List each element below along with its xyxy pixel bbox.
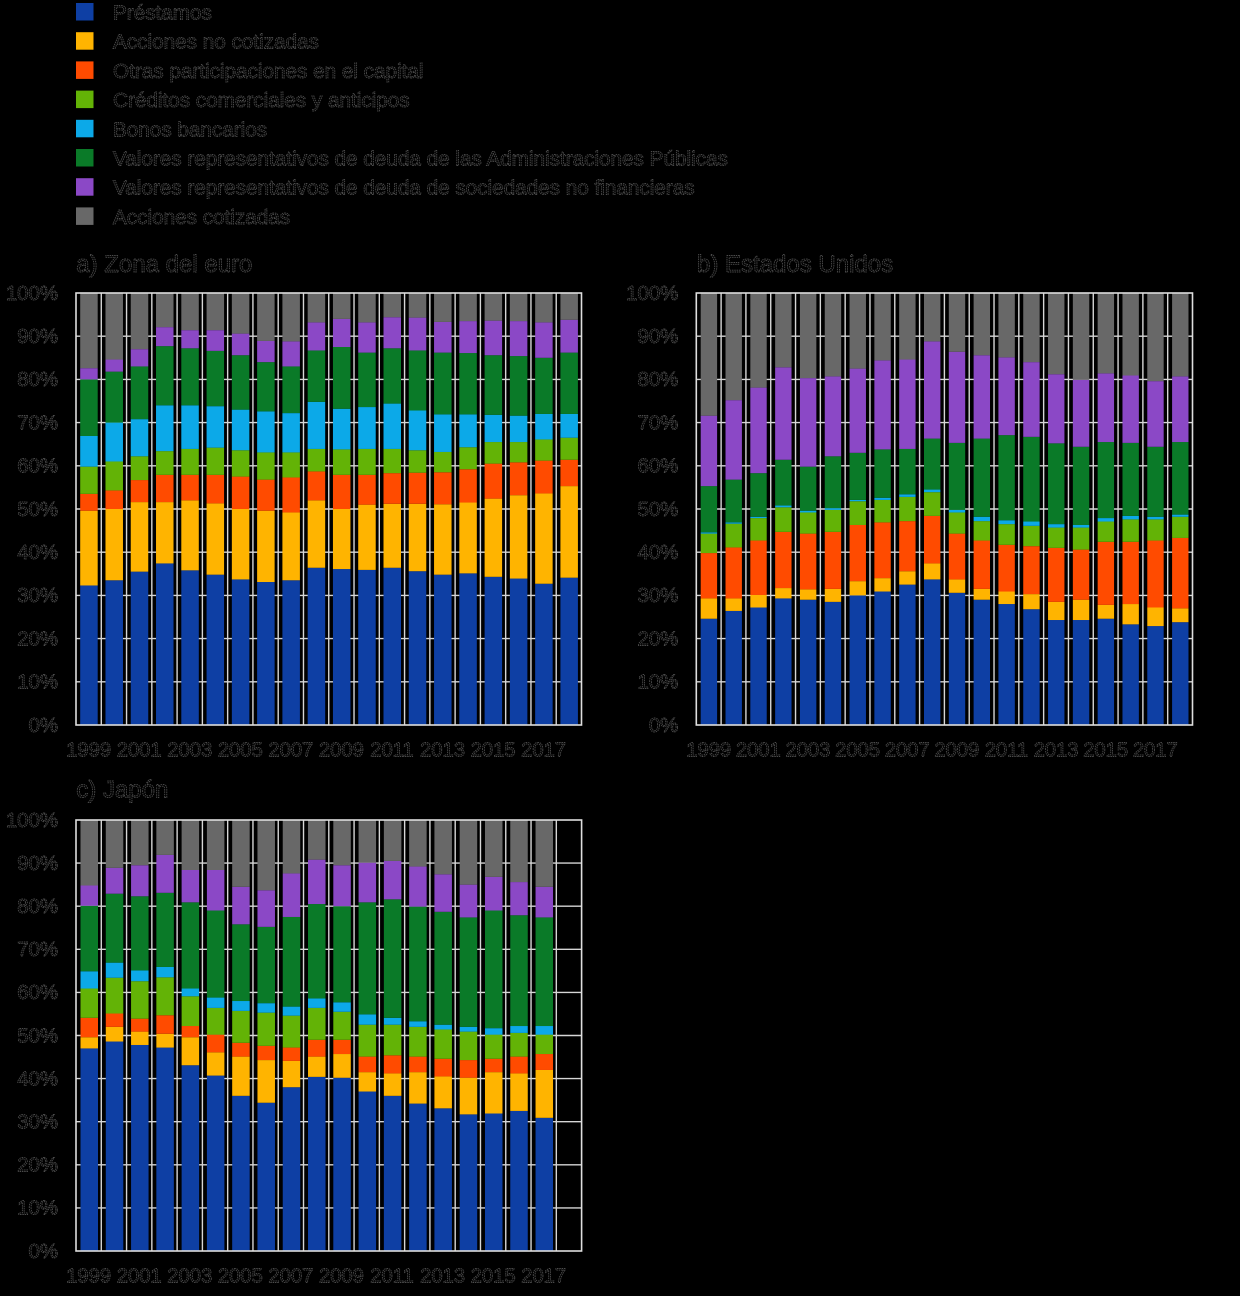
- svg-text:Acciones no cotizadas: Acciones no cotizadas: [113, 31, 319, 54]
- svg-text:b) Estados Unidos: b) Estados Unidos: [697, 251, 893, 278]
- svg-text:70%: 70%: [637, 412, 678, 434]
- svg-text:2013: 2013: [420, 740, 465, 762]
- svg-text:30%: 30%: [17, 1112, 58, 1134]
- svg-text:0%: 0%: [29, 715, 58, 737]
- svg-text:2007: 2007: [268, 1266, 313, 1288]
- svg-text:100%: 100%: [626, 283, 678, 305]
- svg-text:2015: 2015: [1083, 740, 1128, 762]
- svg-text:100%: 100%: [6, 283, 58, 305]
- svg-text:50%: 50%: [17, 1025, 58, 1047]
- svg-text:2011: 2011: [370, 740, 413, 762]
- svg-text:2009: 2009: [319, 1266, 364, 1288]
- svg-text:90%: 90%: [17, 326, 58, 348]
- svg-text:2007: 2007: [268, 740, 313, 762]
- svg-text:1999: 1999: [66, 740, 111, 762]
- svg-text:10%: 10%: [17, 672, 58, 694]
- svg-text:0%: 0%: [649, 715, 678, 737]
- svg-text:2017: 2017: [521, 1266, 566, 1288]
- svg-text:2001: 2001: [736, 740, 781, 762]
- svg-text:60%: 60%: [637, 456, 678, 478]
- svg-text:2011: 2011: [370, 1266, 413, 1288]
- svg-text:2005: 2005: [218, 740, 263, 762]
- svg-text:10%: 10%: [17, 1198, 58, 1220]
- svg-text:2007: 2007: [885, 740, 930, 762]
- svg-text:30%: 30%: [637, 585, 678, 607]
- svg-text:70%: 70%: [17, 939, 58, 961]
- svg-text:10%: 10%: [637, 672, 678, 694]
- svg-text:40%: 40%: [17, 1068, 58, 1090]
- svg-text:20%: 20%: [637, 628, 678, 650]
- svg-text:Bonos bancarios: Bonos bancarios: [113, 118, 267, 141]
- svg-text:30%: 30%: [17, 585, 58, 607]
- svg-text:Préstamos: Préstamos: [113, 2, 212, 25]
- svg-text:Valores representativos de deu: Valores representativos de deuda de soci…: [113, 177, 695, 200]
- svg-text:2017: 2017: [521, 740, 566, 762]
- svg-text:80%: 80%: [17, 369, 58, 391]
- svg-text:2013: 2013: [1034, 740, 1079, 762]
- svg-text:90%: 90%: [17, 853, 58, 875]
- svg-text:2013: 2013: [420, 1266, 465, 1288]
- svg-text:2017: 2017: [1133, 740, 1178, 762]
- svg-text:20%: 20%: [17, 1155, 58, 1177]
- svg-text:100%: 100%: [6, 810, 58, 832]
- svg-text:70%: 70%: [17, 412, 58, 434]
- svg-text:c) Japón: c) Japón: [76, 777, 168, 804]
- svg-text:2009: 2009: [934, 740, 979, 762]
- svg-text:2009: 2009: [319, 740, 364, 762]
- svg-text:2011: 2011: [985, 740, 1028, 762]
- svg-text:1999: 1999: [66, 1266, 111, 1288]
- svg-text:80%: 80%: [637, 369, 678, 391]
- svg-text:2001: 2001: [117, 740, 162, 762]
- svg-text:60%: 60%: [17, 982, 58, 1004]
- svg-text:Acciones cotizadas: Acciones cotizadas: [113, 206, 290, 229]
- svg-text:Otras participaciones en el ca: Otras participaciones en el capital: [113, 60, 423, 83]
- svg-text:2015: 2015: [471, 1266, 516, 1288]
- svg-text:60%: 60%: [17, 456, 58, 478]
- svg-text:1999: 1999: [686, 740, 731, 762]
- svg-text:80%: 80%: [17, 896, 58, 918]
- svg-text:2015: 2015: [471, 740, 516, 762]
- svg-text:2003: 2003: [167, 1266, 212, 1288]
- svg-text:50%: 50%: [17, 499, 58, 521]
- svg-text:20%: 20%: [17, 628, 58, 650]
- svg-text:Valores representativos de deu: Valores representativos de deuda de las …: [113, 148, 728, 171]
- svg-text:90%: 90%: [637, 326, 678, 348]
- svg-text:40%: 40%: [17, 542, 58, 564]
- svg-text:Créditos comerciales y anticip: Créditos comerciales y anticipos: [113, 89, 410, 112]
- svg-text:2005: 2005: [835, 740, 880, 762]
- svg-text:2001: 2001: [117, 1266, 162, 1288]
- svg-text:0%: 0%: [29, 1241, 58, 1263]
- svg-text:40%: 40%: [637, 542, 678, 564]
- svg-text:50%: 50%: [637, 499, 678, 521]
- svg-text:a) Zona del euro: a) Zona del euro: [76, 251, 252, 278]
- svg-text:2003: 2003: [167, 740, 212, 762]
- svg-text:2005: 2005: [218, 1266, 263, 1288]
- svg-text:2003: 2003: [785, 740, 830, 762]
